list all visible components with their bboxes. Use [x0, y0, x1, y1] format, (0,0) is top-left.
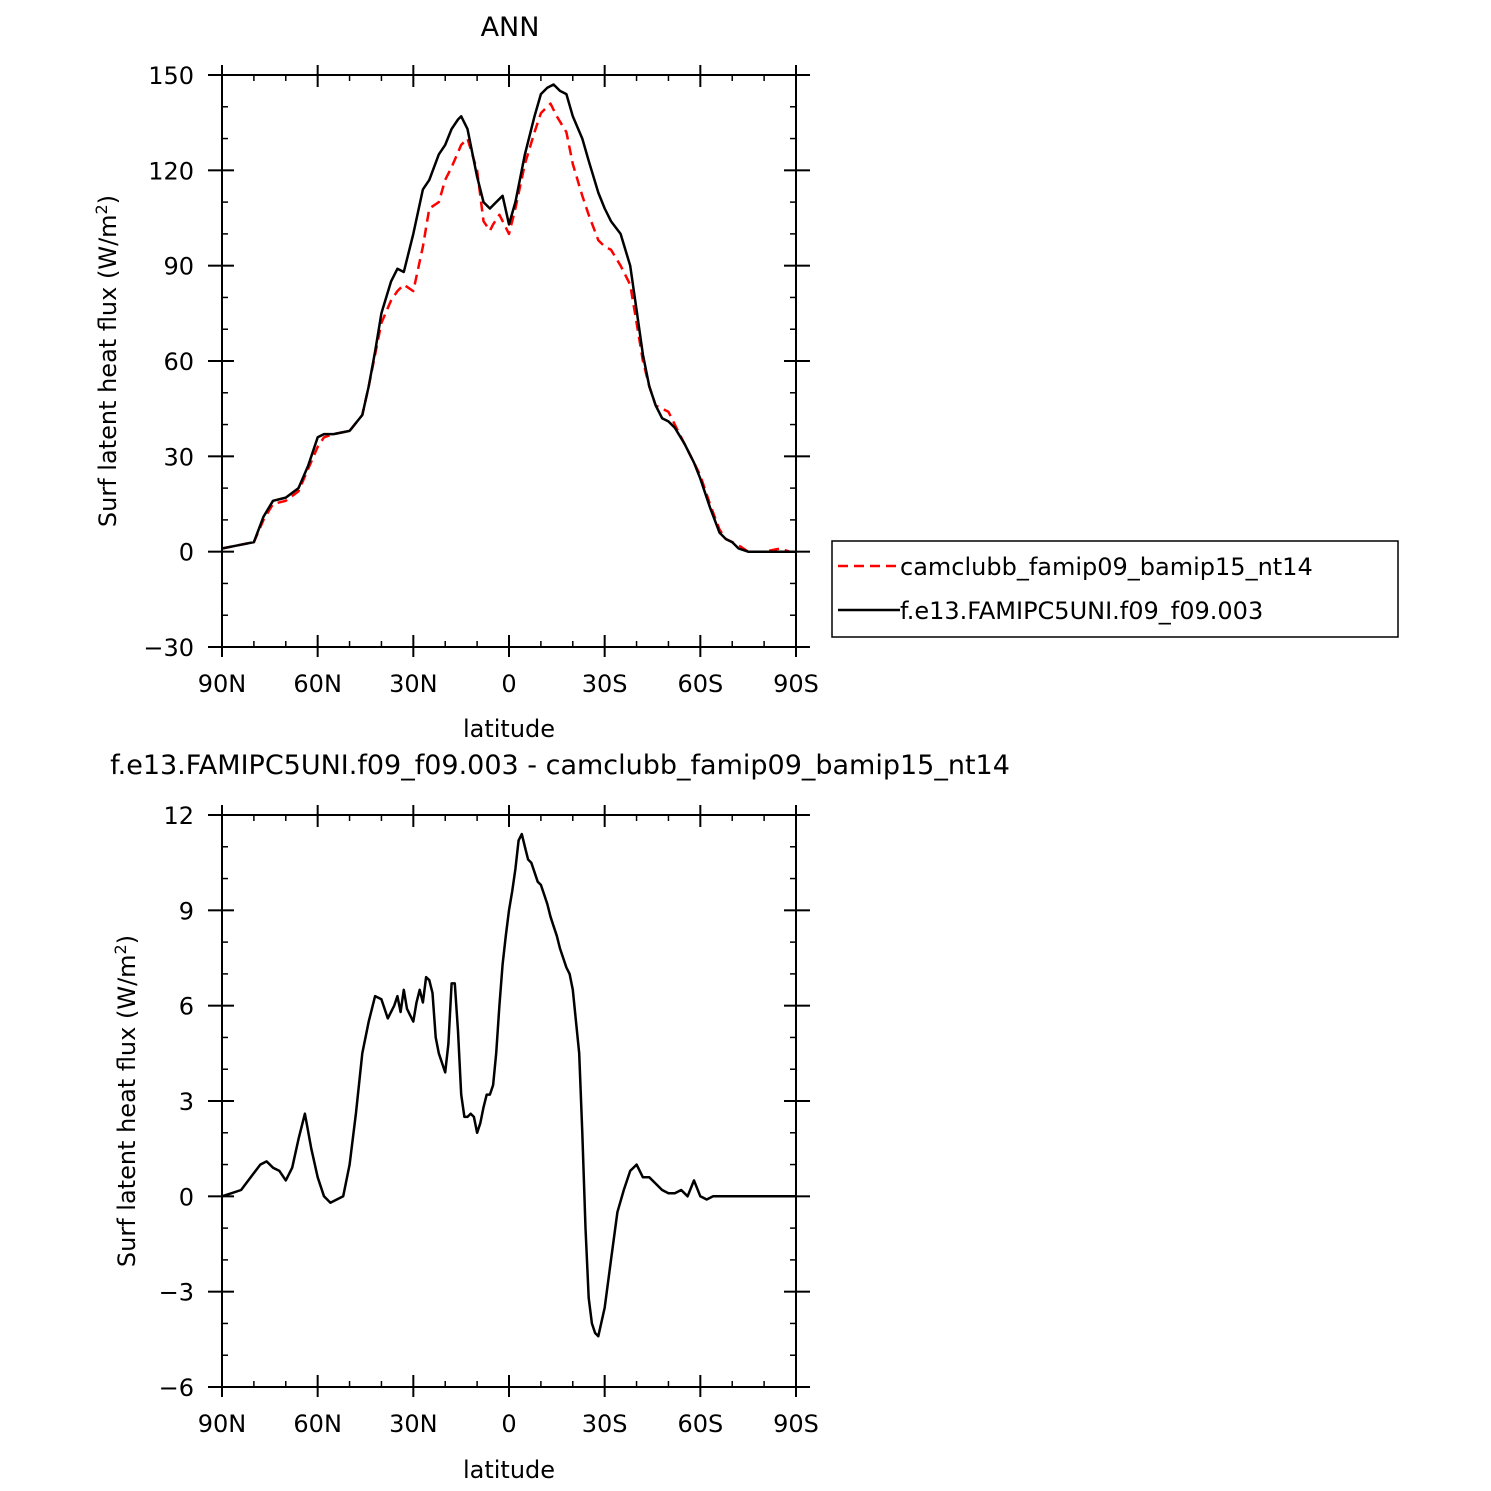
bottom-y-axis-title: Surf latent heat flux (W/m2): [111, 935, 142, 1267]
y-tick-label: −30: [143, 634, 194, 662]
bottom-series-group: [221, 832, 796, 1338]
y-tick-label: 9: [179, 897, 194, 925]
y-tick-label: 6: [179, 993, 194, 1021]
x-tick-label: 60N: [293, 1410, 342, 1438]
legend-label-series-2: f.e13.FAMIPC5UNI.f09_f09.003: [900, 597, 1263, 625]
x-tick-label: 30N: [389, 1410, 438, 1438]
legend-label-series-1: camclubb_famip09_bamip15_nt14: [900, 553, 1313, 581]
bottom-y-axis-title-close: ): [113, 935, 141, 944]
x-tick-label: 60S: [677, 1410, 723, 1438]
y-tick-label: −3: [159, 1279, 194, 1307]
top-x-tick-labels: 90N 60N 30N 0 30S 60S 90S: [198, 670, 819, 698]
x-tick-label: 0: [501, 1410, 516, 1438]
bottom-y-axis-title-sup: 2: [111, 944, 130, 954]
top-x-axis-title: latitude: [463, 715, 555, 743]
bottom-y-tick-labels: −6 −3 0 3 6 9 12: [159, 802, 194, 1402]
x-tick-label: 90S: [773, 1410, 819, 1438]
y-tick-label: 3: [179, 1088, 194, 1116]
top-plot-frame: [221, 74, 797, 648]
bottom-x-tick-labels: 90N 60N 30N 0 30S 60S 90S: [198, 1410, 819, 1438]
top-chart-title: ANN: [481, 12, 540, 43]
top-y-axis-title-sup: 2: [92, 204, 111, 214]
top-y-axis-title-close: ): [94, 195, 122, 204]
y-tick-label: 0: [179, 1183, 194, 1211]
top-axis-ticks: [208, 65, 810, 657]
y-tick-label: 150: [148, 62, 194, 90]
legend-box: [831, 540, 1399, 638]
series-line-2: [221, 83, 796, 553]
x-tick-label: 30S: [582, 1410, 628, 1438]
y-tick-label: 60: [163, 348, 194, 376]
bottom-panel: f.e13.FAMIPC5UNI.f09_f09.003 - camclubb_…: [110, 750, 1010, 1484]
x-tick-label: 90N: [198, 1410, 247, 1438]
top-y-tick-labels: −30 0 30 60 90 120 150: [143, 62, 194, 662]
series-line-1: [221, 102, 796, 553]
y-tick-label: 90: [163, 253, 194, 281]
series-line-1: [221, 832, 796, 1338]
top-y-axis-title: Surf latent heat flux (W/m2): [92, 195, 123, 527]
bottom-plot-frame: [221, 814, 797, 1388]
x-tick-label: 60N: [293, 670, 342, 698]
x-tick-label: 90N: [198, 670, 247, 698]
y-tick-label: 120: [148, 157, 194, 185]
bottom-chart-title: f.e13.FAMIPC5UNI.f09_f09.003 - camclubb_…: [110, 750, 1010, 781]
x-tick-label: 30S: [582, 670, 628, 698]
y-tick-label: 12: [163, 802, 194, 830]
legend: camclubb_famip09_bamip15_nt14 f.e13.FAMI…: [831, 540, 1399, 638]
x-tick-label: 0: [501, 670, 516, 698]
x-tick-label: 30N: [389, 670, 438, 698]
top-panel: ANN −30 0 30 60 90 120 150 90N 60N 30N 0 30S 60S 90S…: [92, 12, 819, 743]
bottom-axis-ticks: [208, 805, 810, 1397]
bottom-y-axis-title-main: Surf latent heat flux (W/m: [113, 954, 141, 1267]
x-tick-label: 60S: [677, 670, 723, 698]
top-y-axis-title-main: Surf latent heat flux (W/m: [94, 214, 122, 527]
y-tick-label: −6: [159, 1374, 194, 1402]
x-tick-label: 90S: [773, 670, 819, 698]
top-series-group: [221, 83, 796, 553]
y-tick-label: 30: [163, 443, 194, 471]
y-tick-label: 0: [179, 539, 194, 567]
bottom-x-axis-title: latitude: [463, 1456, 555, 1484]
